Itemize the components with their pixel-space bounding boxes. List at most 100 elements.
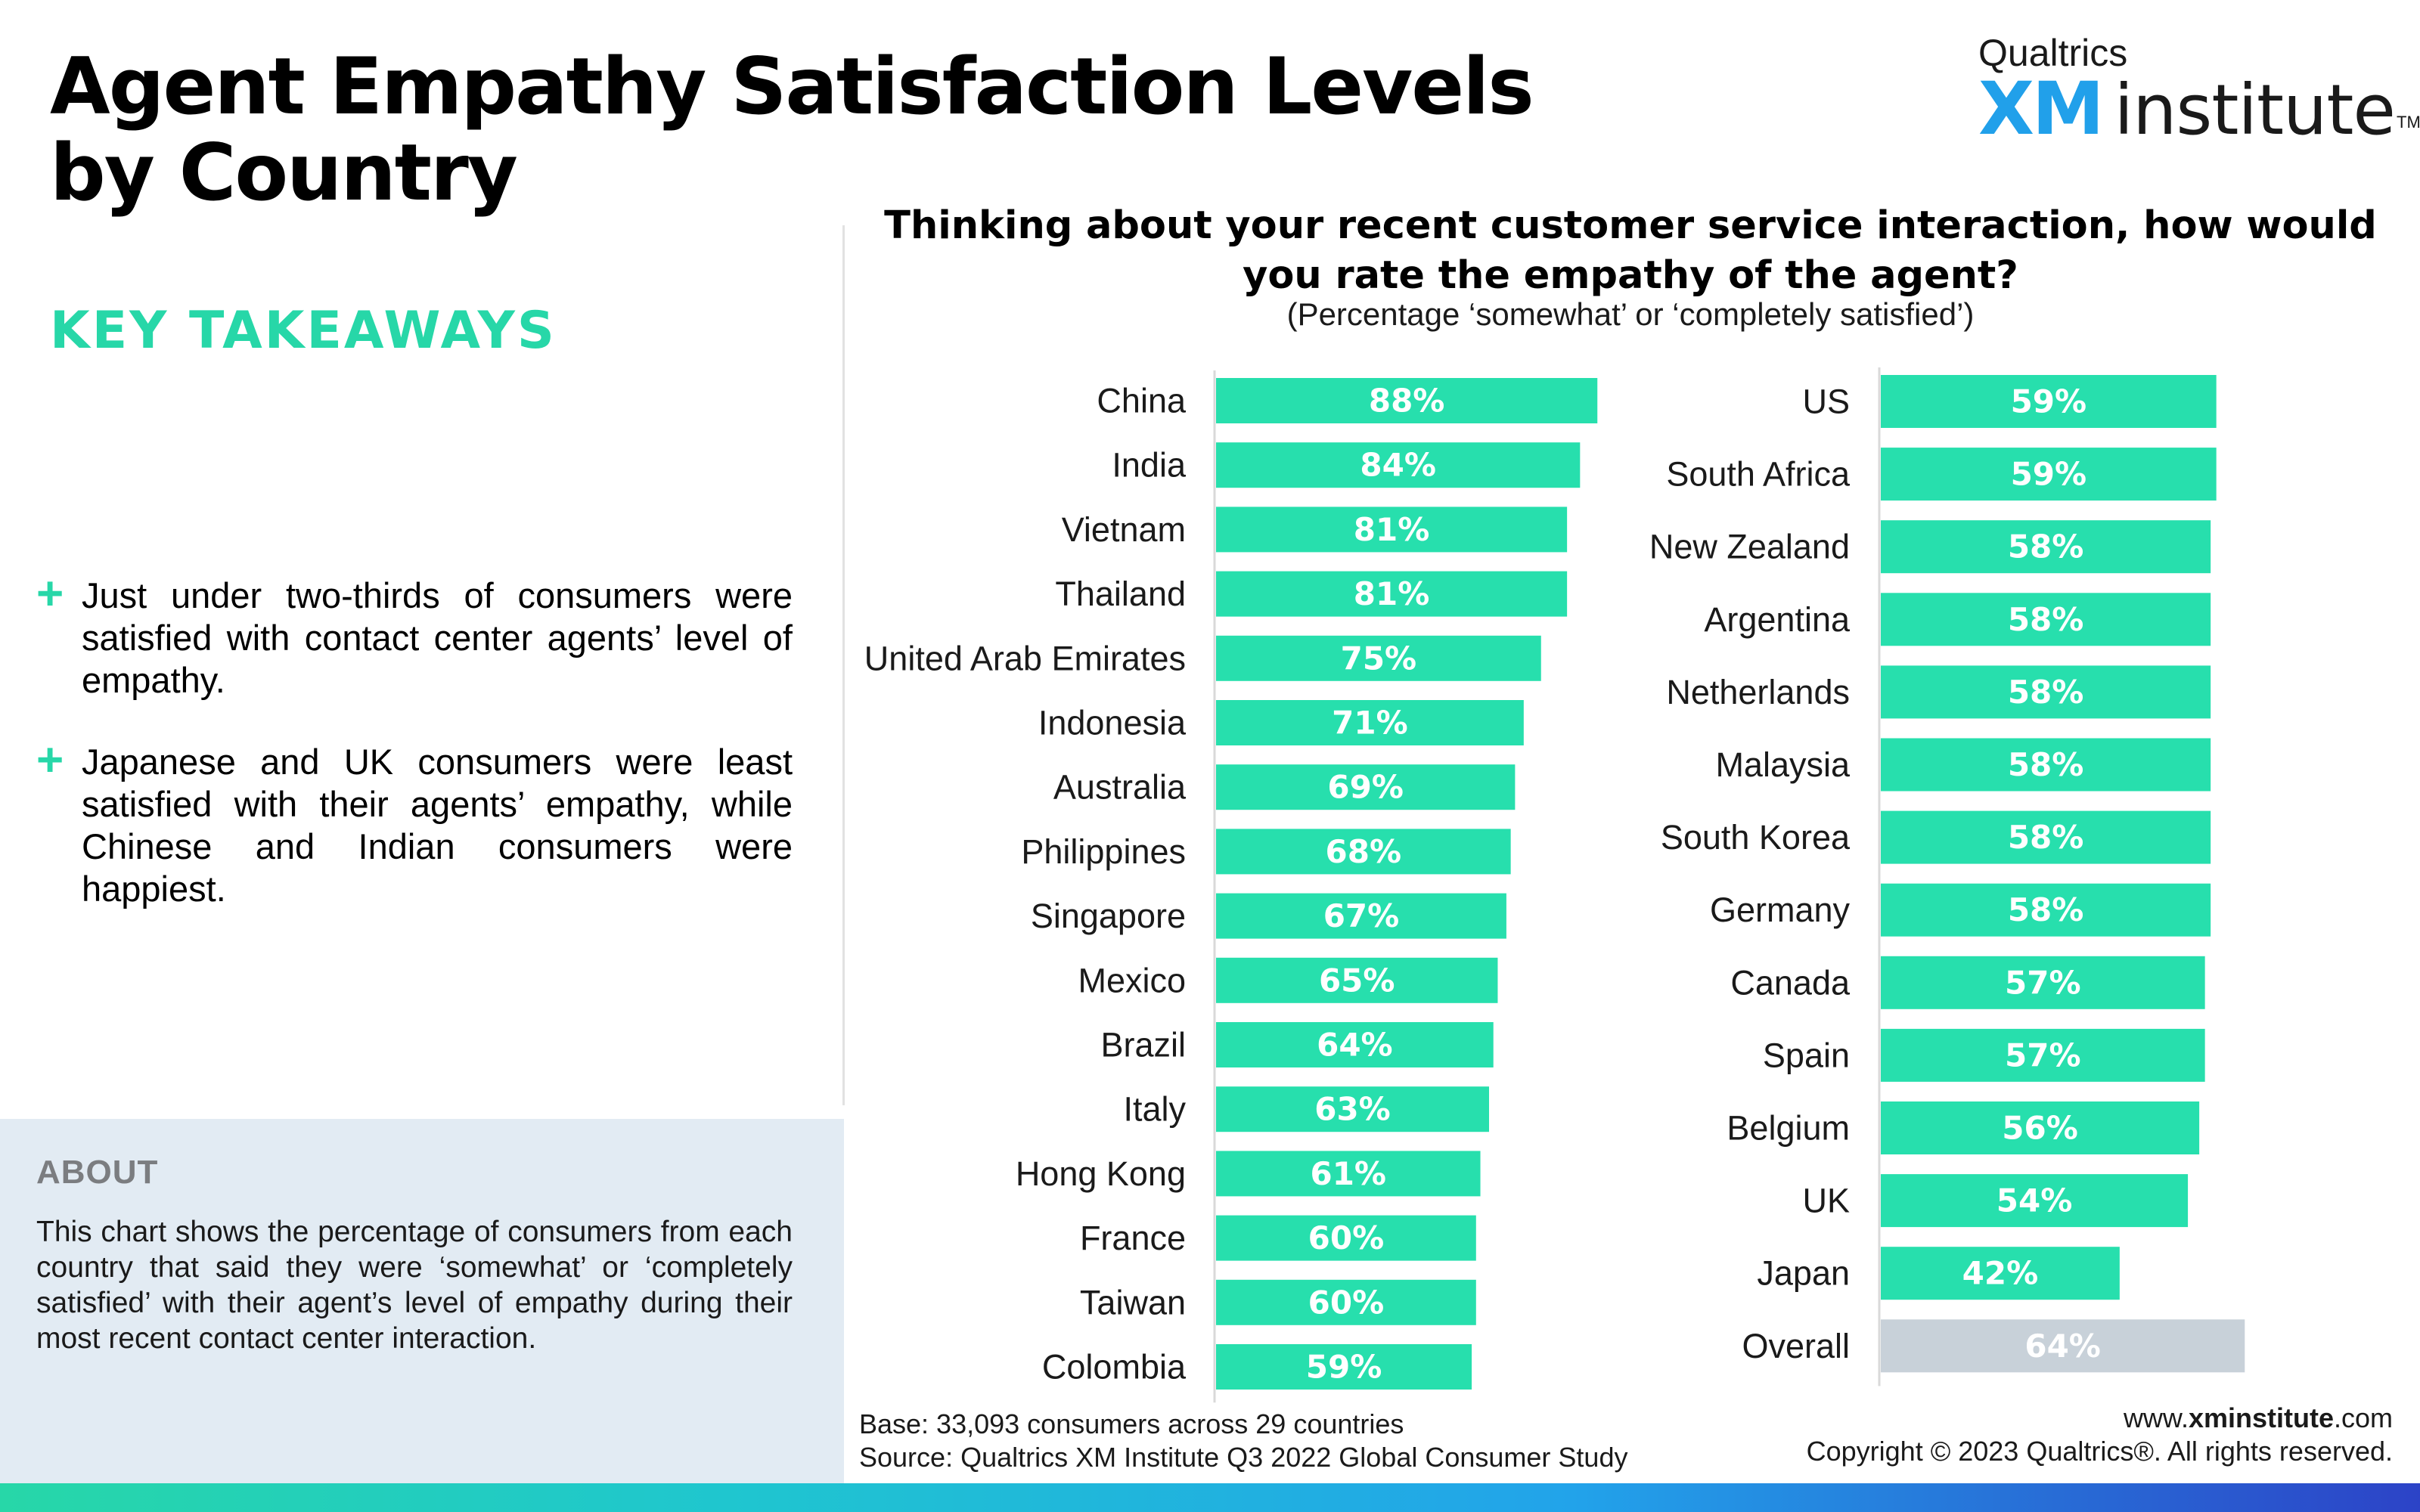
source-note: Source: Qualtrics XM Institute Q3 2022 G…	[859, 1442, 1628, 1473]
takeaway-item: + Just under two-thirds of consumers wer…	[36, 571, 793, 702]
value-label: 84%	[1360, 447, 1436, 484]
bar	[1216, 764, 1516, 810]
value-label: 58%	[2008, 674, 2084, 711]
value-label: 61%	[1310, 1155, 1386, 1192]
category-label: Netherlands	[1666, 673, 1850, 711]
footer-notes: Base: 33,093 consumers across 29 countri…	[859, 1408, 1627, 1474]
category-label: Mexico	[1078, 961, 1186, 999]
logo-wordmark: XM institute TM	[1978, 71, 2420, 160]
bar	[1216, 571, 1568, 617]
category-label: Hong Kong	[1016, 1154, 1186, 1193]
title-line-2: by Country	[50, 128, 518, 218]
bar	[1216, 507, 1568, 553]
category-label: Germany	[1710, 891, 1851, 929]
takeaway-text: Japanese and UK consumers were least sat…	[82, 742, 793, 909]
page-title: Agent Empathy Satisfaction Levels by Cou…	[50, 44, 1534, 218]
category-label: Italy	[1123, 1090, 1186, 1129]
base-note: Base: 33,093 consumers across 29 countri…	[859, 1408, 1404, 1439]
footer-credits: www.xminstitute.com Copyright © 2023 Qua…	[1807, 1402, 2393, 1468]
value-label: 59%	[2011, 456, 2087, 493]
category-label: Belgium	[1727, 1109, 1850, 1148]
category-label: Overall	[1742, 1327, 1850, 1365]
website-link[interactable]: www.xminstitute.com	[1807, 1402, 2393, 1435]
value-label: 88%	[1369, 383, 1445, 420]
category-label: Australia	[1053, 768, 1187, 807]
takeaway-item: + Japanese and UK consumers were least s…	[36, 734, 793, 910]
value-label: 42%	[1962, 1255, 2039, 1292]
value-label: 81%	[1354, 511, 1430, 548]
url-domain: xminstitute	[2188, 1402, 2334, 1433]
about-text: This chart shows the percentage of consu…	[36, 1216, 793, 1355]
logo-trademark: TM	[2397, 113, 2420, 132]
section-divider	[842, 225, 845, 1105]
takeaway-text: Just under two-thirds of consumers were …	[82, 575, 793, 700]
value-label: 81%	[1354, 575, 1430, 612]
value-label: 57%	[2005, 1036, 2081, 1074]
category-label: Thailand	[1055, 575, 1186, 613]
value-label: 58%	[2008, 819, 2084, 856]
category-label: China	[1097, 382, 1187, 420]
copyright: Copyright © 2023 Qualtrics®. All rights …	[1806, 1436, 2393, 1467]
bar	[1881, 375, 2217, 428]
about-panel: ABOUT This chart shows the percentage of…	[0, 1119, 844, 1483]
value-label: 71%	[1332, 705, 1408, 742]
category-label: Malaysia	[1715, 745, 1851, 784]
value-label: 64%	[2024, 1328, 2101, 1365]
value-label: 54%	[1996, 1182, 2073, 1219]
value-label: 68%	[1326, 833, 1402, 870]
value-label: 60%	[1308, 1284, 1385, 1321]
value-label: 75%	[1341, 640, 1417, 677]
bar	[1881, 810, 2211, 864]
value-label: 58%	[2008, 746, 2084, 783]
bar	[1216, 442, 1581, 488]
value-label: 60%	[1308, 1219, 1385, 1256]
bar	[1216, 700, 1524, 745]
value-label: 69%	[1327, 769, 1404, 806]
category-label: Colombia	[1042, 1348, 1187, 1387]
bar	[1881, 1028, 2205, 1082]
category-label: US	[1802, 383, 1850, 421]
bar	[1216, 1215, 1476, 1261]
bar	[1881, 1101, 2200, 1154]
category-label: Japan	[1757, 1254, 1850, 1293]
category-label: Philippines	[1021, 832, 1186, 871]
bar	[1216, 1344, 1472, 1390]
category-label: Taiwan	[1080, 1283, 1186, 1321]
category-label: Vietnam	[1062, 510, 1186, 549]
category-label: Singapore	[1031, 897, 1186, 935]
value-label: 58%	[2008, 891, 2084, 928]
category-label: New Zealand	[1649, 528, 1850, 566]
category-label: France	[1080, 1219, 1186, 1257]
bar	[1216, 635, 1541, 681]
url-prefix: www.	[2123, 1402, 2189, 1433]
bar	[1881, 956, 2205, 1009]
category-label: UK	[1802, 1182, 1850, 1220]
value-label: 58%	[2008, 601, 2084, 638]
bar	[1881, 1247, 2120, 1300]
bar	[1216, 1022, 1494, 1067]
chart-title: Thinking about your recent customer serv…	[884, 203, 2377, 298]
logo-xm: XM	[1978, 67, 2105, 151]
bar	[1881, 593, 2211, 646]
value-label: 59%	[2011, 383, 2087, 420]
xm-institute-logo: Qualtrics XM institute TM	[1978, 30, 2420, 160]
overall-bar	[1881, 1319, 2245, 1373]
bar	[1216, 957, 1498, 1003]
takeaways-list: + Just under two-thirds of consumers wer…	[36, 571, 793, 950]
value-label: 58%	[2008, 528, 2084, 565]
value-label: 65%	[1319, 962, 1395, 999]
bar	[1216, 378, 1598, 423]
bar	[1216, 1086, 1489, 1132]
logo-brand: Qualtrics	[1978, 32, 2128, 74]
bar	[1881, 883, 2211, 937]
category-label: Argentina	[1704, 600, 1851, 639]
chart-subtitle: (Percentage ‘somewhat’ or ‘completely sa…	[1286, 296, 1975, 332]
gradient-footer-bar	[0, 1483, 2420, 1512]
bar	[1216, 1151, 1481, 1197]
value-label: 63%	[1314, 1091, 1391, 1128]
category-label: South Africa	[1666, 455, 1851, 494]
plus-icon: +	[36, 734, 64, 786]
value-label: 57%	[2005, 964, 2081, 1001]
category-label: Indonesia	[1038, 704, 1187, 742]
